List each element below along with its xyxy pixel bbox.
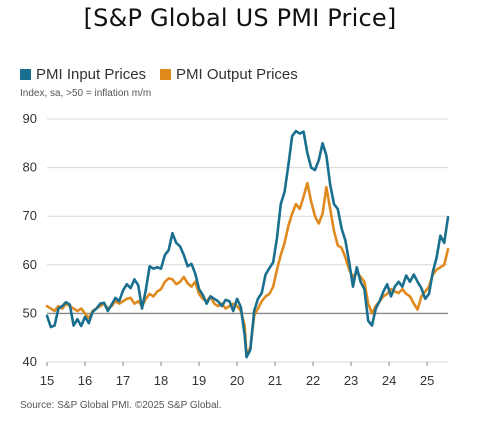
y-tick-label-50: 50: [23, 305, 37, 320]
x-tick-label-22: 22: [306, 373, 320, 388]
grid-lines: [47, 118, 448, 363]
page-title: [S&P Global US PMI Price]: [83, 4, 397, 32]
x-tick-label-17: 17: [116, 373, 130, 388]
y-tick-label-70: 70: [23, 208, 37, 223]
x-tick-label-24: 24: [382, 373, 396, 388]
series-lines: [45, 129, 450, 359]
x-tick-label-19: 19: [192, 373, 206, 388]
chart-source-note: Source: S&P Global PMI. ©2025 S&P Global…: [20, 400, 222, 411]
x-tick-label-21: 21: [268, 373, 282, 388]
series-line-input-prices: [45, 129, 450, 359]
legend-swatch-input: [20, 69, 31, 80]
legend-swatch-output: [160, 69, 172, 80]
x-tick-labels: 15 16 17 18 19 20 21 22 23 24 25: [40, 362, 434, 388]
legend-item-input: PMI Input Prices: [20, 66, 146, 83]
y-tick-label-90: 90: [23, 111, 37, 126]
y-tick-label-80: 80: [23, 160, 37, 175]
y-tick-label-60: 60: [23, 257, 37, 272]
legend-label-input: PMI Input Prices: [36, 66, 147, 83]
chart-subtitle: Index, sa, >50 = inflation m/m: [20, 88, 152, 99]
x-tick-label-16: 16: [78, 373, 92, 388]
legend-label-output: PMI Output Prices: [176, 66, 298, 83]
x-tick-label-20: 20: [230, 373, 244, 388]
x-tick-label-15: 15: [40, 373, 54, 388]
x-tick-label-18: 18: [154, 373, 168, 388]
y-tick-labels: 40 50 60 70 80 90: [23, 111, 37, 369]
legend-item-output: PMI Output Prices: [160, 66, 298, 83]
x-tick-label-25: 25: [420, 373, 434, 388]
series-line-output-prices: [45, 181, 450, 357]
chart-legend: PMI Input Prices PMI Output Prices: [20, 66, 312, 83]
y-tick-label-40: 40: [23, 354, 37, 369]
x-tick-label-23: 23: [344, 373, 358, 388]
